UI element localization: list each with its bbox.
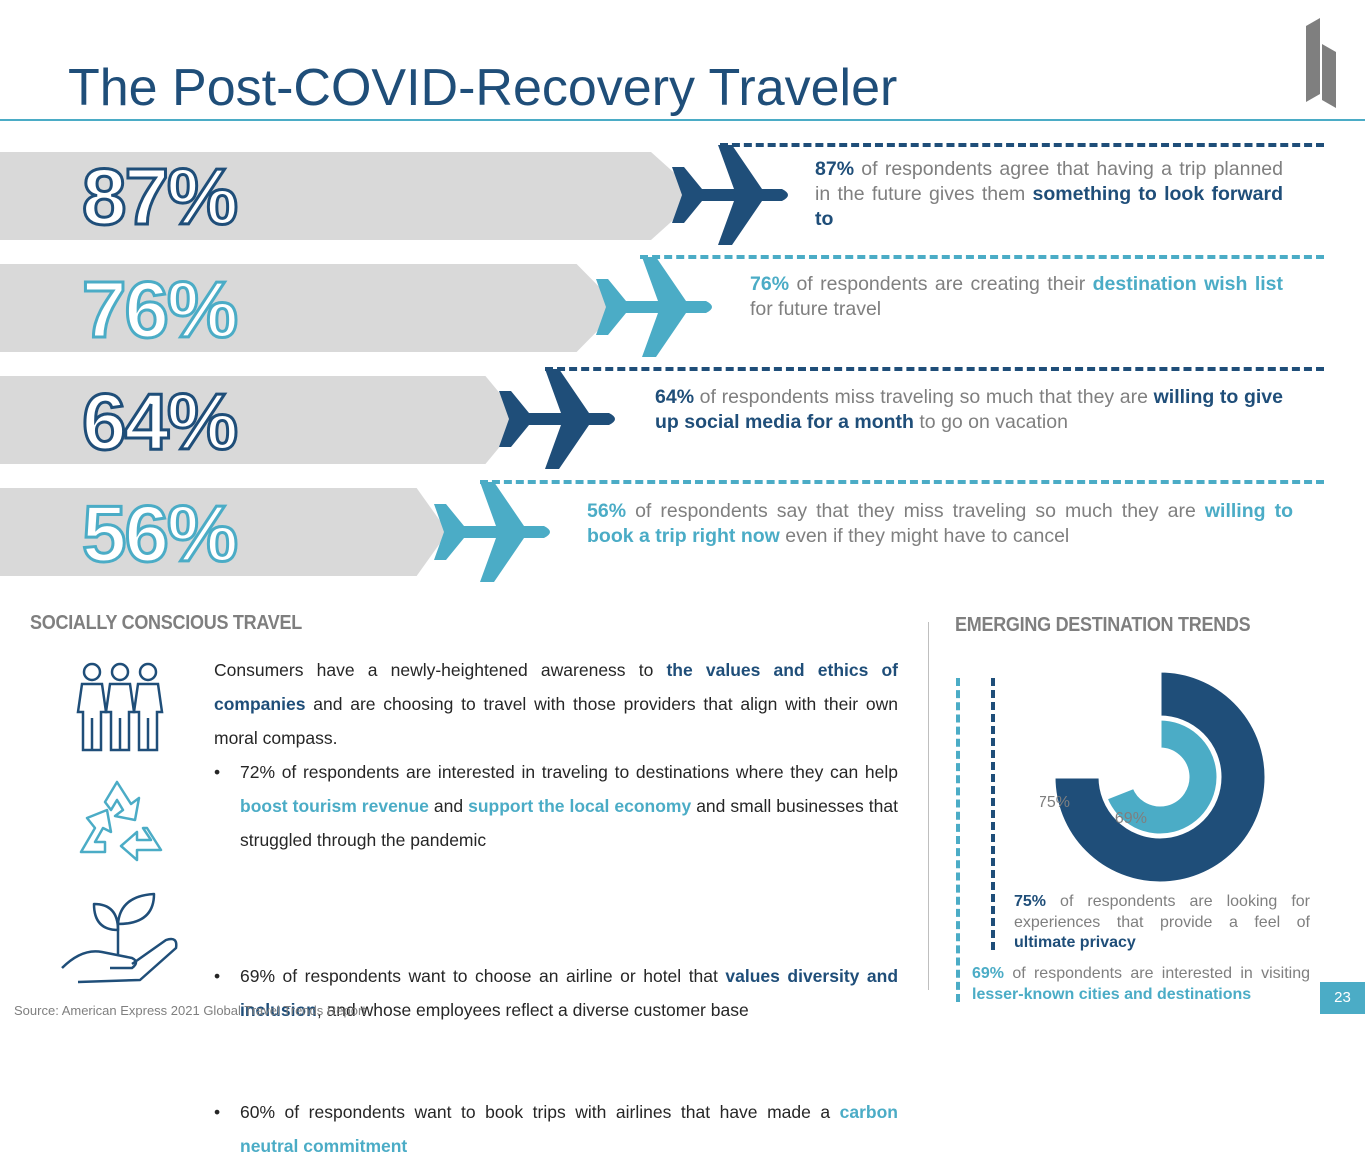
source-citation: Source: American Express 2021 Global Tra… <box>14 1003 366 1018</box>
bullet-dot: • <box>214 966 221 986</box>
stat-highlight-2: destination wish list <box>1092 273 1283 295</box>
stat-lead-4: 56% <box>587 500 627 522</box>
airplane-icon <box>434 482 550 582</box>
brand-logo-icon <box>1306 18 1336 108</box>
trend-note-2-text: of respondents are interested in visitin… <box>1004 965 1310 982</box>
people-icon <box>76 662 164 752</box>
stat-dash-2 <box>640 255 1324 259</box>
stat-body-4: of respondents say that they miss travel… <box>626 500 1205 522</box>
social-heading: SOCIALLY CONSCIOUS TRAVEL <box>30 612 302 634</box>
stat-body-1: of respondents agree that having a trip … <box>815 158 1283 205</box>
bullet-highlight: support the local economy <box>468 796 692 816</box>
stat-text-3: 64% of respondents miss traveling so muc… <box>655 385 1283 435</box>
trend-note-2-highlight: lesser-known cities and destinations <box>972 985 1252 1003</box>
bullet-text: 69% of respondents want to choose an air… <box>240 966 726 986</box>
stat-band-4 <box>0 488 448 576</box>
bullet-text: and small businesses that struggled thro… <box>240 796 898 850</box>
airplane-icon <box>499 369 615 469</box>
stat-tail-4: even if they might have to cancel <box>779 525 1070 547</box>
bullet-highlight: boost tourism revenue <box>240 796 429 816</box>
privacy-destination-donut-chart: 75% 69% <box>1040 669 1268 885</box>
trend-note-1-lead: 75% <box>1014 893 1047 910</box>
title-divider <box>0 119 1365 121</box>
stat-highlight-4: willing to book a trip right now <box>587 500 1293 547</box>
donut-label-1: 75% <box>1040 794 1070 811</box>
bullet-text: 60% of respondents want to book trips wi… <box>240 1102 840 1122</box>
stat-lead-2: 76% <box>750 273 790 295</box>
stat-highlight-1: something to look forward to <box>815 183 1283 230</box>
stat-text-2: 76% of respondents are creating their de… <box>750 272 1283 322</box>
trend-note-2-lead: 69% <box>972 965 1005 982</box>
stat-lead-3: 64% <box>655 386 695 408</box>
stat-dash-4 <box>480 480 1324 484</box>
section-divider <box>928 622 929 990</box>
donut-slice-2 <box>1104 717 1220 837</box>
social-bullet-2: • 69% of respondents want to choose an ai… <box>214 959 898 1027</box>
social-intro-text: Consumers have a newly-heightened awaren… <box>214 660 667 680</box>
trend-dash-dark <box>991 678 995 950</box>
stat-percent-1: 87% <box>80 152 239 241</box>
donut-slice-1 <box>1052 669 1268 885</box>
stat-tail-3: to go on vacation <box>913 411 1068 433</box>
trend-note-1: 75% of respondents are looking for exper… <box>1014 892 1310 954</box>
stat-dash-3 <box>545 367 1324 371</box>
social-bullet-3: • 60% of respondents want to book trips w… <box>214 1095 898 1163</box>
trend-note-1-highlight: ultimate privacy <box>1014 934 1136 951</box>
trends-heading: EMERGING DESTINATION TRENDS <box>955 614 1251 636</box>
recycle-icon <box>79 780 163 862</box>
bullet-text: , and whose employees reflect a diverse … <box>316 1000 749 1020</box>
stat-percent-2: 76% <box>80 265 239 354</box>
airplane-icon <box>596 257 712 357</box>
social-intro-highlight: the values and ethics of companies <box>214 660 899 714</box>
social-bullet-1: • 72% of respondents are interested in tr… <box>214 755 898 857</box>
stat-percent-3: 64% <box>80 377 239 466</box>
stat-highlight-3: willing to give up social media for a mo… <box>655 386 1283 433</box>
plant-in-hand-icon <box>61 892 178 984</box>
donut-label-2: 69% <box>1115 810 1147 827</box>
stat-body-3: of respondents miss traveling so much th… <box>694 386 1154 408</box>
trend-dash-light <box>956 678 960 1002</box>
stat-body-2: of respondents are creating their <box>789 273 1093 295</box>
trend-note-1-text: of respondents are looking for experienc… <box>1014 893 1310 931</box>
stat-percent-4: 56% <box>80 489 239 578</box>
stat-tail-2: for future travel <box>750 298 882 320</box>
trend-note-2: 69% of respondents are interested in vis… <box>972 964 1310 1005</box>
social-intro-tail: and are choosing to travel with those pr… <box>214 694 898 748</box>
stat-text-4: 56% of respondents say that they miss tr… <box>587 499 1293 549</box>
page-number: 23 <box>1320 982 1365 1014</box>
bullet-dot: • <box>214 762 221 782</box>
stat-band-2 <box>0 264 620 352</box>
stat-band-3 <box>0 376 522 464</box>
stat-dash-1 <box>720 143 1324 147</box>
bullet-highlight: values diversity and inclusion <box>240 966 899 1020</box>
social-intro: Consumers have a newly-heightened awaren… <box>214 653 898 755</box>
airplane-icon <box>672 145 788 245</box>
bullet-text: and <box>428 796 469 816</box>
stat-band-1 <box>0 152 700 240</box>
bullet-dot: • <box>214 1102 221 1122</box>
bullet-text: 72% of respondents are interested in tra… <box>240 762 898 782</box>
page-title: The Post-COVID-Recovery Traveler <box>68 59 898 117</box>
stat-lead-1: 87% <box>815 158 855 180</box>
stat-text-1: 87% of respondents agree that having a t… <box>815 157 1283 232</box>
